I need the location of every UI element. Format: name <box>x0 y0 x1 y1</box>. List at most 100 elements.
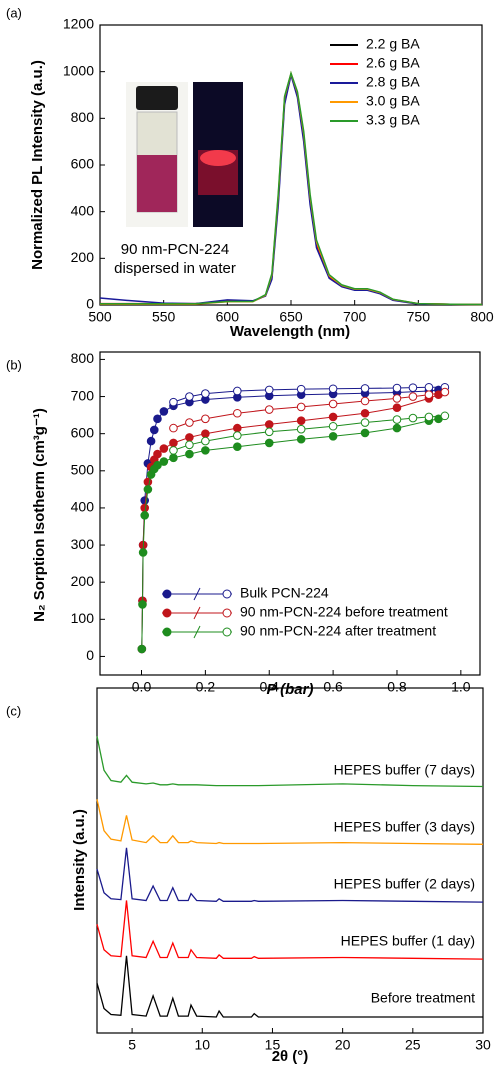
adsorption-point <box>392 423 402 433</box>
series-label: HEPES buffer (3 days) <box>334 819 475 835</box>
y-tick-label: 800 <box>71 109 95 125</box>
x-tick-label: 700 <box>343 309 367 325</box>
legend-label: Bulk PCN-224 <box>240 585 329 601</box>
legend-swatch <box>222 589 232 599</box>
desorption-point <box>169 446 178 455</box>
adsorption-point <box>140 511 150 520</box>
desorption-point <box>408 383 418 392</box>
adsorption-point <box>360 428 370 438</box>
y-tick-label: 100 <box>71 610 95 626</box>
legend-label: 90 nm-PCN-224 after treatment <box>240 623 436 639</box>
legend-swatch <box>222 608 232 618</box>
line-series <box>96 847 484 903</box>
legend-swatch <box>162 589 172 599</box>
line-series <box>96 736 484 788</box>
adsorption-point <box>140 496 150 505</box>
y-axis-label: Normalized PL Intensity (a.u.) <box>29 60 46 270</box>
adsorption-point <box>138 548 148 557</box>
y-tick-label: 1200 <box>63 16 94 32</box>
adsorption-point <box>328 431 338 441</box>
desorption-point <box>233 431 242 440</box>
plot-frame <box>96 687 484 1034</box>
desorption-point <box>392 383 402 393</box>
adsorption-point <box>296 434 306 444</box>
adsorption-point <box>201 446 210 455</box>
adsorption-point <box>185 433 194 442</box>
line-series <box>99 74 483 306</box>
legend-label: 2.6 g BA <box>366 55 420 71</box>
x-tick-label: 10 <box>194 1037 210 1053</box>
y-axis-label: N₂ Sorption Isotherm (cm³g⁻¹) <box>31 408 48 622</box>
legend-swatch <box>162 608 172 618</box>
desorption-point <box>392 394 402 403</box>
y-tick-label: 1000 <box>63 62 94 78</box>
annotation: 90 nm-PCN-224 <box>121 241 229 258</box>
x-tick-label: 15 <box>265 1037 281 1053</box>
adsorption-point <box>153 449 162 459</box>
legend-swatch <box>193 587 201 601</box>
legend-label: 2.2 g BA <box>366 36 420 52</box>
y-tick-label: 0 <box>86 296 94 312</box>
line-series <box>96 900 484 960</box>
series-label: HEPES buffer (1 day) <box>341 933 475 949</box>
desorption-point <box>264 405 274 414</box>
x-tick-label: 500 <box>88 309 112 325</box>
desorption-point <box>185 392 194 401</box>
legend-swatch <box>162 627 172 637</box>
adsorption-line <box>141 389 439 650</box>
desorption-point <box>360 418 370 427</box>
adsorption-line <box>141 418 439 650</box>
desorption-point <box>201 414 210 424</box>
x-tick-label: 25 <box>405 1037 421 1053</box>
y-tick-label: 700 <box>71 387 95 403</box>
adsorption-point <box>159 457 169 466</box>
desorption-point <box>424 390 434 399</box>
adsorption-point <box>153 460 162 470</box>
adsorption-point <box>360 408 370 418</box>
legend-label: 3.0 g BA <box>366 93 420 109</box>
series-label: HEPES buffer (7 days) <box>334 762 475 778</box>
legend-label: 3.3 g BA <box>366 112 420 128</box>
desorption-point <box>424 382 434 392</box>
adsorption-point <box>233 442 242 451</box>
desorption-point <box>408 392 418 401</box>
x-axis-label: P (bar) <box>267 681 314 698</box>
legend-swatch <box>222 627 232 637</box>
y-tick-label: 400 <box>71 202 95 218</box>
desorption-point <box>185 440 194 450</box>
legend-swatch <box>193 625 201 639</box>
desorption-point <box>440 411 450 421</box>
adsorption-point <box>143 485 153 494</box>
y-tick-label: 600 <box>71 156 95 172</box>
legend-label: 2.8 g BA <box>366 74 420 90</box>
x-tick-label: 5 <box>128 1037 136 1053</box>
x-tick-label: 550 <box>152 309 176 325</box>
desorption-point <box>392 415 402 424</box>
x-tick-label: 650 <box>279 309 303 325</box>
line-series <box>100 70 483 306</box>
adsorption-line <box>141 394 439 650</box>
desorption-point <box>296 384 306 394</box>
adsorption-point <box>201 429 210 438</box>
desorption-point <box>264 385 274 395</box>
adsorption-point <box>328 412 338 422</box>
desorption-point <box>360 396 370 406</box>
y-tick-label: 200 <box>71 573 95 589</box>
annotation: dispersed in water <box>114 260 236 277</box>
x-axis-label: 2θ (°) <box>272 1048 309 1065</box>
adsorption-point <box>153 414 162 424</box>
desorption-point <box>328 399 338 409</box>
desorption-line <box>173 415 445 451</box>
desorption-point <box>169 397 178 407</box>
desorption-point <box>201 389 210 398</box>
adsorption-point <box>185 449 194 459</box>
plot-frame <box>99 351 481 676</box>
desorption-point <box>440 387 450 397</box>
adsorption-point <box>159 407 169 416</box>
desorption-point <box>233 408 242 418</box>
x-tick-label: 1.0 <box>451 679 471 695</box>
desorption-point <box>328 421 338 431</box>
adsorption-point <box>169 438 178 448</box>
desorption-point <box>201 436 210 446</box>
desorption-point <box>296 402 306 412</box>
